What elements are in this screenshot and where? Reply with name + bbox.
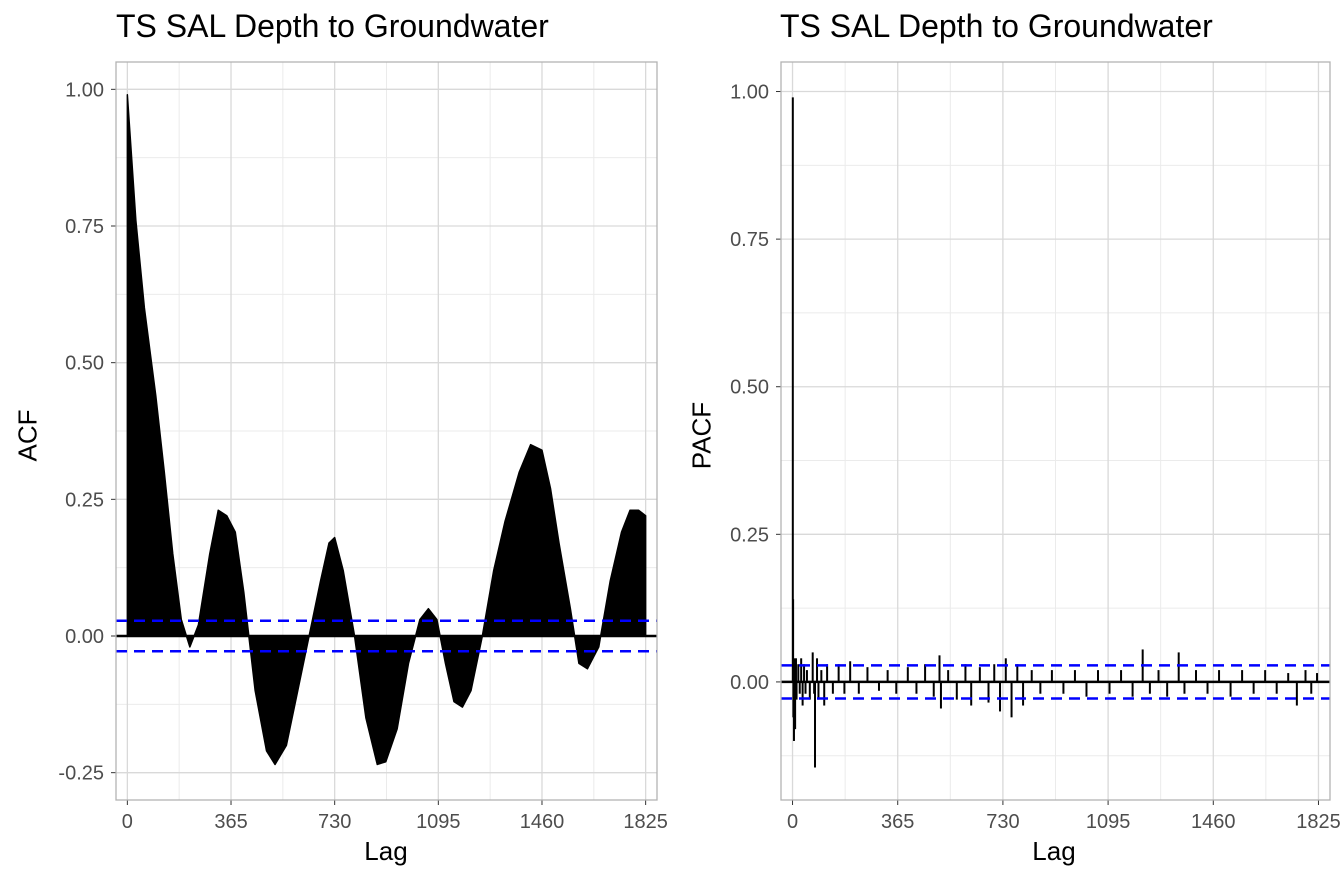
pacf-xtick-label: 0 bbox=[787, 811, 798, 833]
acf-xtick-label: 1095 bbox=[416, 811, 461, 833]
pacf-xtick-label: 730 bbox=[986, 811, 1019, 833]
pacf-ylabel: PACF bbox=[686, 401, 717, 470]
pacf-panel-border bbox=[780, 61, 1331, 801]
acf-ytick-label: -0.25 bbox=[58, 763, 104, 785]
pacf-xtick-label: 365 bbox=[881, 811, 914, 833]
acf-ytick-label: 0.25 bbox=[65, 489, 104, 511]
pacf-xtick-label: 1095 bbox=[1086, 811, 1131, 833]
pacf-panel: TS SAL Depth to Groundwater 0.00 0.25 0.50… bbox=[664, 0, 1341, 886]
pacf-xtick-label: 1825 bbox=[1296, 811, 1341, 833]
pacf-plot: 0.00 0.25 0.50 0.75 1.00 0 365 730 1095 1460 1825 bbox=[730, 61, 1341, 833]
pacf-ytick-label: 0.25 bbox=[730, 524, 769, 546]
acf-xtick-label: 0 bbox=[122, 811, 133, 833]
acf-xlabel: Lag bbox=[364, 836, 408, 866]
acf-panel-border bbox=[115, 61, 658, 801]
acf-xtick-label: 730 bbox=[318, 811, 351, 833]
pacf-ytick-label: 0.50 bbox=[730, 377, 769, 399]
pacf-ytick-label: 1.00 bbox=[730, 82, 769, 104]
pacf-ytick-label: 0.00 bbox=[730, 672, 769, 694]
pacf-ytick-label: 0.75 bbox=[730, 229, 769, 251]
acf-ytick-label: 0.75 bbox=[65, 216, 104, 238]
acf-panel: TS SAL Depth to Groundwater -0.25 0.00 0.2… bbox=[12, 8, 668, 866]
acf-ylabel: ACF bbox=[12, 409, 43, 462]
pacf-title: TS SAL Depth to Groundwater bbox=[780, 8, 1213, 44]
acf-ytick-label: 0.00 bbox=[65, 626, 104, 648]
acf-ytick-label: 1.00 bbox=[65, 79, 104, 101]
pacf-xtick-label: 1460 bbox=[1191, 811, 1236, 833]
pacf-xlabel: Lag bbox=[1032, 836, 1076, 866]
acf-bars-area bbox=[126, 94, 647, 766]
acf-xtick-label: 365 bbox=[214, 811, 247, 833]
acf-title: TS SAL Depth to Groundwater bbox=[116, 8, 549, 44]
acf-plot: -0.25 0.00 0.25 0.50 0.75 1.00 0 365 730 1095 1460… bbox=[58, 61, 668, 833]
acf-ytick-label: 0.50 bbox=[65, 353, 104, 375]
acf-xtick-label: 1825 bbox=[623, 811, 668, 833]
acf-xtick-label: 1460 bbox=[520, 811, 565, 833]
